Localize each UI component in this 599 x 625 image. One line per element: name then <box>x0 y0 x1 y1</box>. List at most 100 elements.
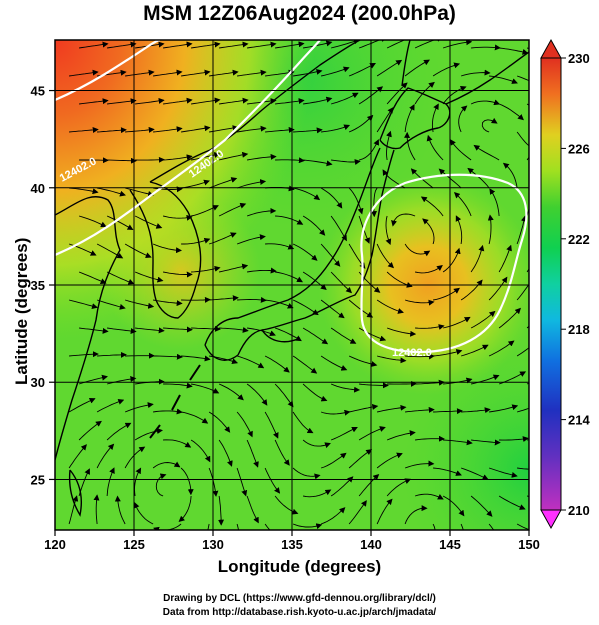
streamline <box>106 271 135 285</box>
streamline <box>405 353 435 360</box>
streamline <box>153 408 183 415</box>
streamline <box>330 40 360 49</box>
streamline <box>460 523 464 530</box>
contour-line-north <box>55 40 321 257</box>
colorbar: 230 226 222 218 214 210 <box>540 38 590 530</box>
streamline <box>488 276 508 301</box>
streamline <box>237 69 267 77</box>
colorbar-tick-label: 226 <box>568 141 590 156</box>
streamline <box>236 467 248 497</box>
streamline <box>471 44 501 51</box>
streamline <box>163 214 193 221</box>
streamline <box>209 125 239 133</box>
streamline <box>275 215 304 225</box>
streamline <box>97 127 127 134</box>
streamline <box>481 117 498 133</box>
x-tick-label: 145 <box>439 537 461 552</box>
streamline <box>97 187 126 197</box>
china-coast <box>55 196 121 461</box>
x-tick-label: 135 <box>281 537 303 552</box>
streamline <box>114 495 126 525</box>
streamline <box>376 107 394 133</box>
streamline <box>181 411 209 424</box>
streamline <box>303 96 333 105</box>
streamline <box>218 383 244 401</box>
streamline <box>163 382 193 389</box>
streamline <box>442 316 471 329</box>
streamline <box>488 467 518 478</box>
streamline <box>292 467 321 480</box>
streamline <box>415 264 443 274</box>
shikoku-coast <box>261 329 301 343</box>
streamline <box>348 500 367 525</box>
streamline <box>442 495 465 517</box>
streamline <box>292 523 323 530</box>
streamline <box>275 157 305 164</box>
streamline <box>264 467 281 494</box>
streamline <box>247 267 277 274</box>
streamline <box>487 214 494 245</box>
taiwan-coast <box>68 469 82 517</box>
streamline <box>209 295 239 302</box>
streamline <box>275 41 305 49</box>
streamline <box>107 41 137 49</box>
streamline <box>349 403 379 413</box>
streamline <box>489 188 500 217</box>
streamline <box>516 131 529 147</box>
streamline <box>391 213 416 227</box>
streamline <box>442 247 461 273</box>
streamline <box>237 296 267 303</box>
streamline <box>320 452 347 469</box>
streamline <box>404 131 416 161</box>
streamline <box>246 383 268 406</box>
streamline <box>96 243 124 259</box>
streamline <box>348 355 378 367</box>
streamline <box>470 310 496 329</box>
streamline <box>124 402 154 413</box>
streamline <box>358 40 387 49</box>
streamline <box>163 41 193 49</box>
streamline <box>450 139 472 161</box>
streamline <box>68 444 87 469</box>
streamline <box>153 299 183 307</box>
streamline <box>181 125 211 133</box>
contour-label: 12402.0 <box>392 347 432 359</box>
streamline <box>125 126 155 133</box>
streamline <box>68 299 98 310</box>
streamline <box>330 476 354 497</box>
streamline <box>473 144 500 161</box>
chart-title: MSM 12Z06Aug2024 (200.0hPa) <box>143 2 456 25</box>
colorbar-tick-label: 210 <box>568 503 590 518</box>
streamline <box>376 299 404 314</box>
streamline <box>348 449 373 469</box>
streamline <box>358 426 386 441</box>
streamline <box>181 296 211 303</box>
streamline <box>292 243 318 261</box>
streamline <box>264 523 271 530</box>
y-axis: 25 30 35 40 45 <box>31 84 55 487</box>
x-tick-label: 125 <box>123 537 145 552</box>
streamline <box>163 97 193 105</box>
streamline <box>516 275 529 301</box>
streamline <box>124 187 155 197</box>
streamline <box>191 152 221 161</box>
streamline <box>321 124 351 133</box>
x-tick-label: 130 <box>202 537 224 552</box>
streamline <box>320 299 345 319</box>
streamline <box>96 443 115 469</box>
streamline <box>78 271 107 284</box>
streamline <box>190 439 211 463</box>
streamline <box>191 205 219 217</box>
streamline <box>181 355 211 362</box>
streamline <box>93 494 100 525</box>
streamline <box>274 327 302 342</box>
streamline <box>453 192 472 217</box>
streamline <box>237 125 267 133</box>
streamline <box>246 207 277 217</box>
streamline <box>516 75 529 82</box>
streamline <box>498 307 521 329</box>
streamline <box>516 215 527 245</box>
streamline <box>124 243 152 259</box>
contour-line-high <box>360 173 528 354</box>
streamline <box>460 467 489 480</box>
